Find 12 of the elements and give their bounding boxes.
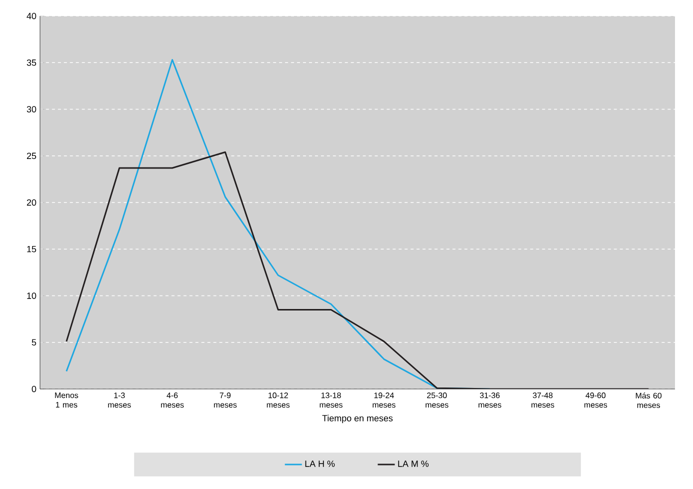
legend-label: LA H % bbox=[305, 460, 335, 467]
y-tick-label: 30 bbox=[26, 106, 36, 112]
y-tick-label: 0 bbox=[32, 386, 36, 392]
y-tick-label: 10 bbox=[27, 292, 36, 299]
y-tick-label: 35 bbox=[26, 59, 36, 66]
x-axis-title: Tiempo en meses bbox=[322, 414, 393, 424]
y-tick-label: 25 bbox=[26, 152, 36, 160]
y-tick-label: 40 bbox=[26, 12, 36, 20]
y-tick-label: 5 bbox=[32, 339, 36, 346]
y-tick-label: 15 bbox=[27, 246, 36, 252]
y-tick-label: 20 bbox=[26, 199, 36, 206]
legend-label: LA M % bbox=[398, 460, 429, 467]
